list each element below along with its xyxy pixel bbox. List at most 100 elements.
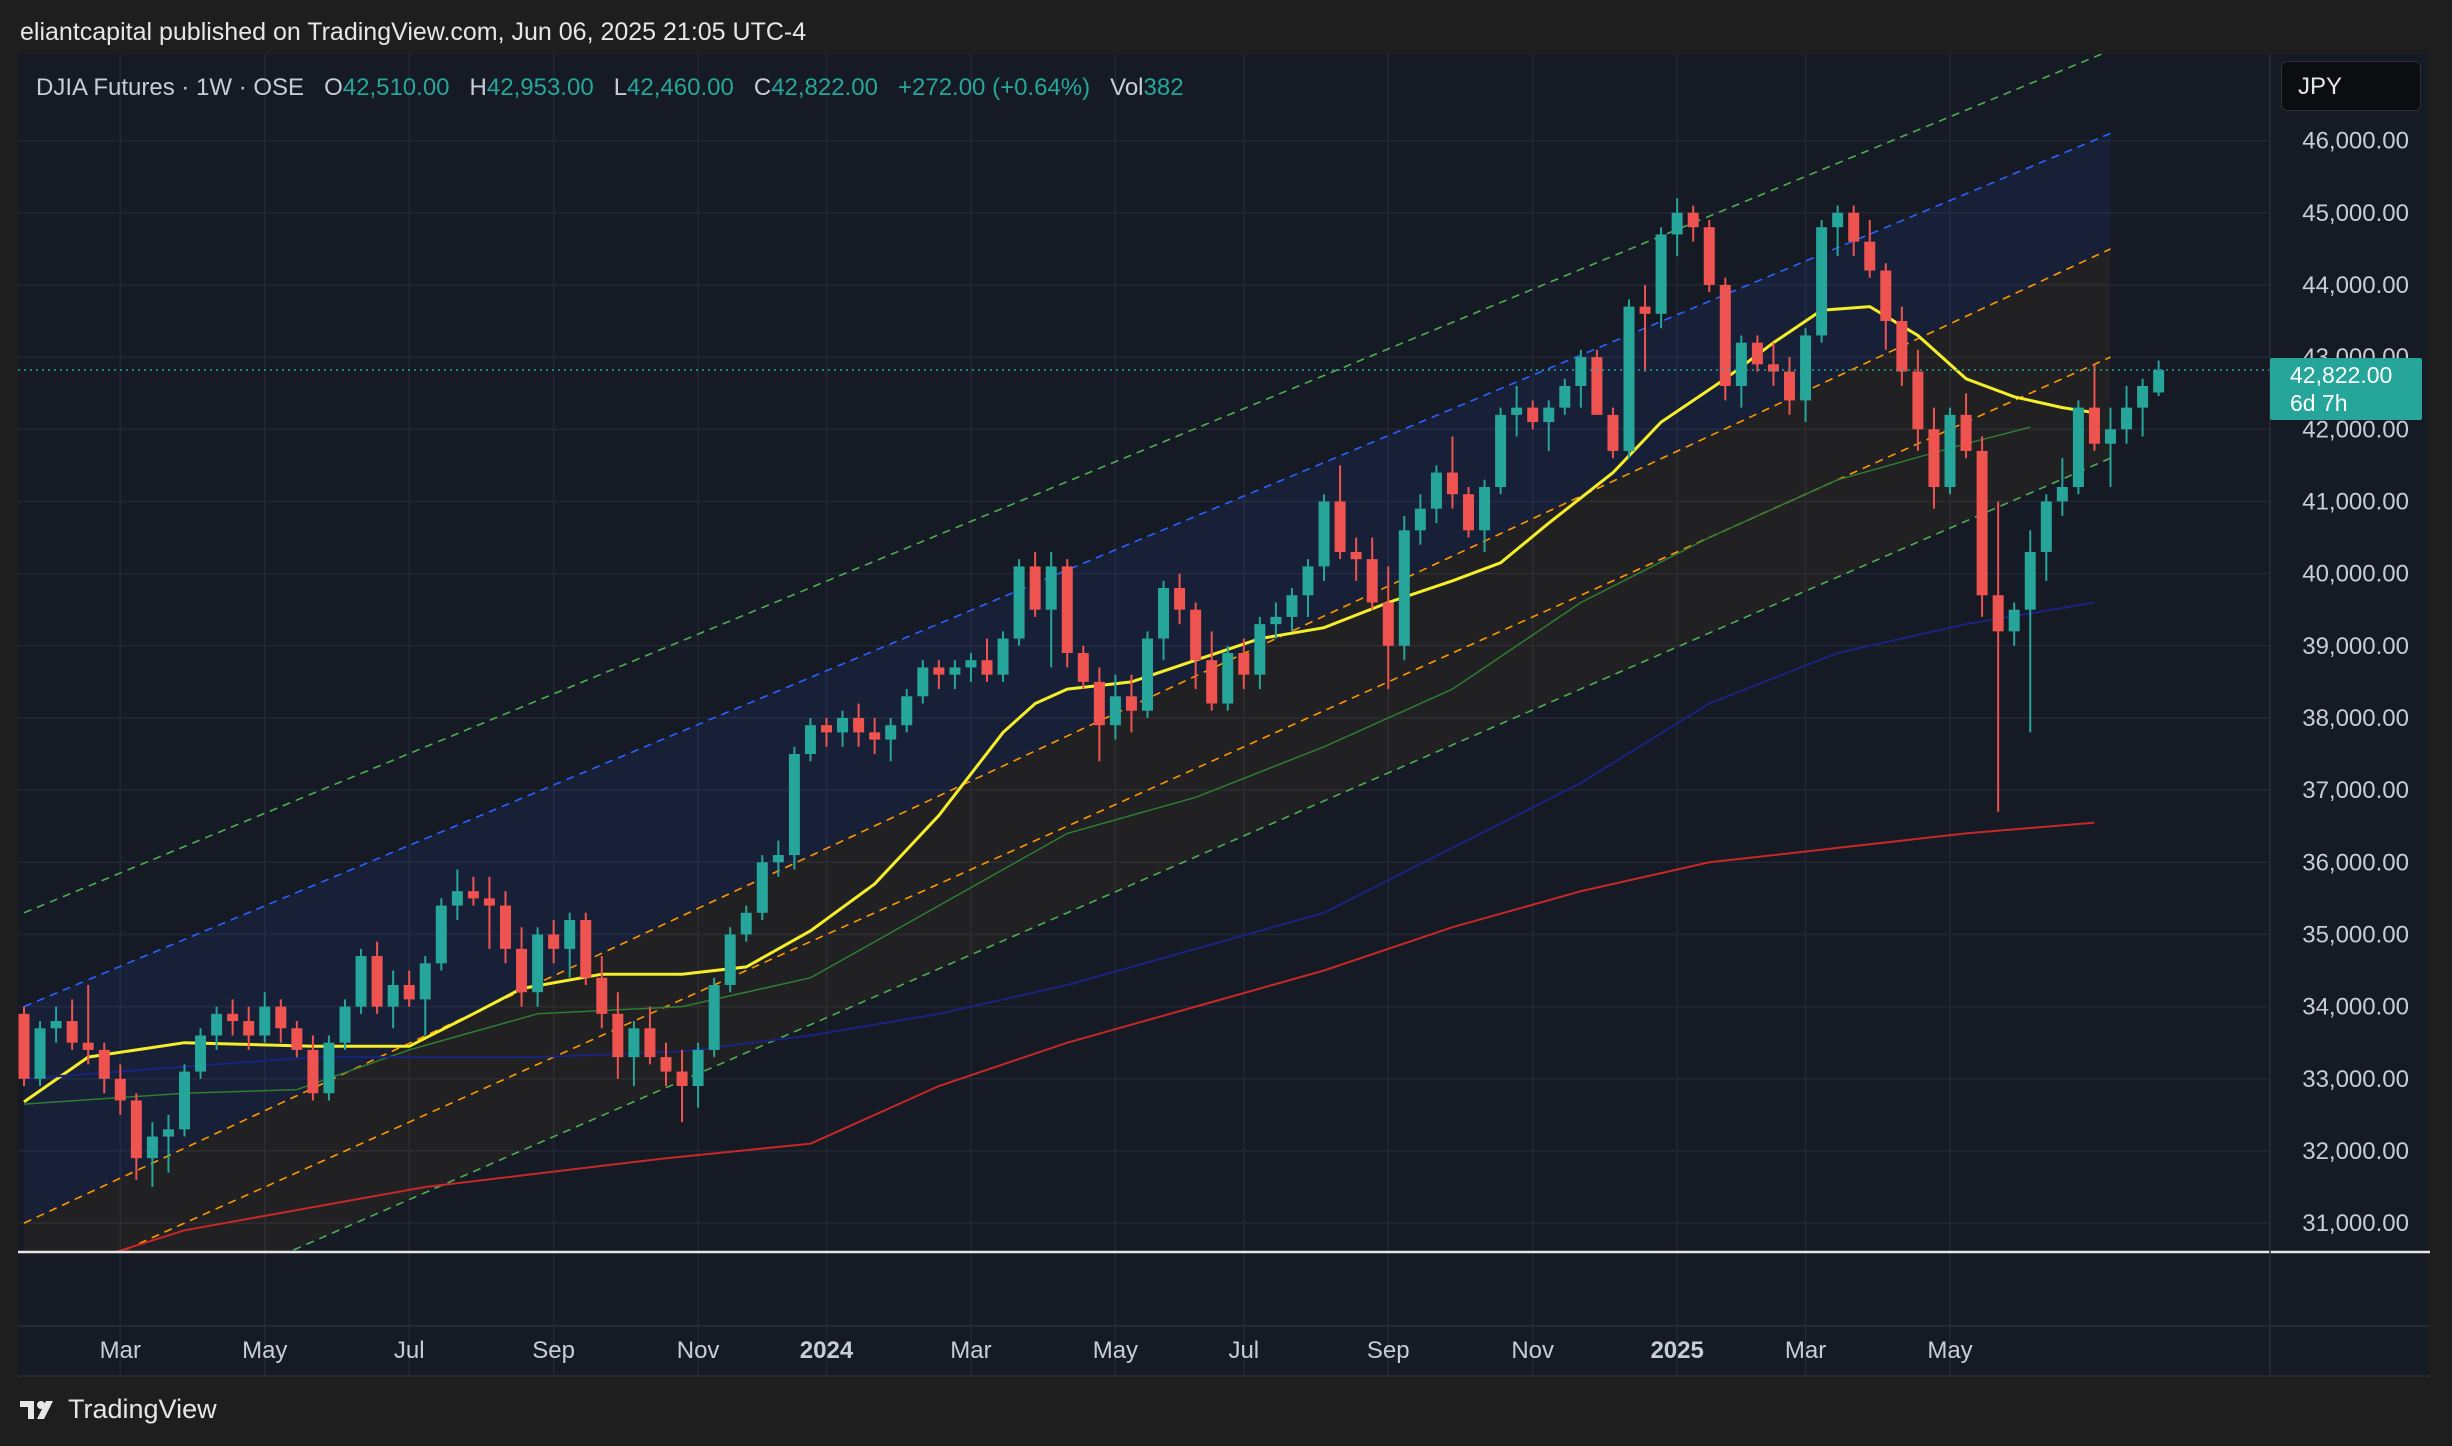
candle-body [227,1013,239,1022]
candle-body [1350,551,1362,560]
price-axis-label: 37,000.00 [2302,777,2409,804]
candle-body [853,717,865,733]
time-axis-label: Mar [950,1337,991,1364]
symbol-title[interactable]: DJIA Futures · 1W · OSE [36,74,305,101]
candle-body [1559,385,1571,408]
candle-body [644,1028,656,1058]
candle-body [339,1006,351,1043]
candle-body [451,891,463,906]
candle-body [18,1013,30,1079]
candle-body [740,912,752,935]
candle-body [403,984,415,1000]
candle-body [1511,407,1523,415]
candle-body [1992,595,2004,632]
candle-body [2088,407,2100,444]
candle-body [628,1028,640,1058]
candle-body [612,1013,624,1058]
open-value: 42,510.00 [342,74,450,101]
candle-body [211,1013,223,1036]
candle-body [901,696,913,726]
candle-body [1832,212,1844,228]
candle-body [2040,501,2052,552]
candle-body [917,667,929,697]
candle-body [1318,501,1330,567]
candle-body [34,1028,46,1079]
chart-area[interactable] [18,54,2428,1376]
candle-body [1655,234,1667,314]
time-axis-label: Nov [1511,1337,1554,1364]
candle-body [275,1006,287,1029]
candle-body [564,920,576,949]
candle-body [387,984,399,1007]
moving-average-blue [23,601,2095,1080]
high-label: H [469,74,487,101]
candle-body [355,956,367,1007]
currency-button[interactable]: JPY [2281,61,2421,111]
time-axis-label: 2025 [1650,1337,1703,1364]
candle-body [1527,407,1539,423]
candle-body [130,1100,142,1159]
price-axis-label: 36,000.00 [2302,849,2409,876]
time-axis-label: Sep [532,1337,575,1364]
candle-body [2056,487,2068,502]
candle-body [1125,696,1137,711]
time-axis-label: Mar [100,1337,141,1364]
moving-average-red [112,821,2095,1252]
candle-body [1784,371,1795,401]
candle-body [98,1049,110,1079]
price-axis-label: 34,000.00 [2302,994,2409,1021]
candle-body [307,1049,319,1094]
bar-countdown: 6d 7h [2290,390,2348,416]
time-axis-label: Nov [677,1337,720,1364]
volume-label: Vol [1110,74,1144,101]
candle-body [1093,681,1105,726]
tradingview-wordmark: TradingView [68,1394,217,1424]
candle-body [1703,227,1715,285]
candle-body [435,905,447,964]
candle-body [1751,342,1763,365]
candle-body [1719,284,1731,386]
time-axis-label: May [1093,1337,1138,1364]
tradingview-logo[interactable]: TradingView [20,1394,217,1425]
candle-body [1206,660,1218,704]
candle-body [949,667,961,675]
volume-value: 382 [1143,74,1184,101]
price-axis-label: 46,000.00 [2302,128,2409,155]
channel-band-lower [24,248,2111,1252]
candle-body [676,1071,688,1087]
candle-body [179,1071,190,1130]
candle-body [1398,530,1410,646]
candle-body [1334,501,1346,552]
candle-body [1543,407,1555,423]
candle-body [1607,414,1619,451]
candle-body [1928,429,1940,488]
candle-body [772,855,784,863]
candle-body [885,725,897,740]
price-axis-label: 31,000.00 [2302,1210,2409,1237]
candle-body [1976,450,1988,596]
candle-body [1238,653,1250,675]
candle-body [981,660,993,675]
candle-body [708,984,720,1050]
time-axis-label: Jul [1228,1337,1259,1364]
candle-body [997,638,1009,675]
candle-body [788,754,800,856]
candle-body [1495,414,1507,488]
candle-body [1575,357,1587,386]
candle-body [1960,414,1972,451]
candle-body [2121,407,2133,430]
candle-body [1864,241,1876,271]
candle-body [66,1021,78,1043]
candle-body [548,934,560,949]
close-value: 42,822.00 [771,74,878,101]
candle-body [195,1035,207,1072]
candle-body [1816,227,1828,336]
candle-body [1591,357,1603,415]
price-axis-label: 32,000.00 [2302,1138,2409,1165]
tradingview-logo-icon [20,1400,53,1419]
candle-body [1077,653,1089,682]
ohlc-header: DJIA Futures · 1W · OSE O42,510.00 H42,9… [36,74,1184,102]
time-axis-label: May [1927,1337,1972,1364]
candle-body [1414,508,1426,531]
